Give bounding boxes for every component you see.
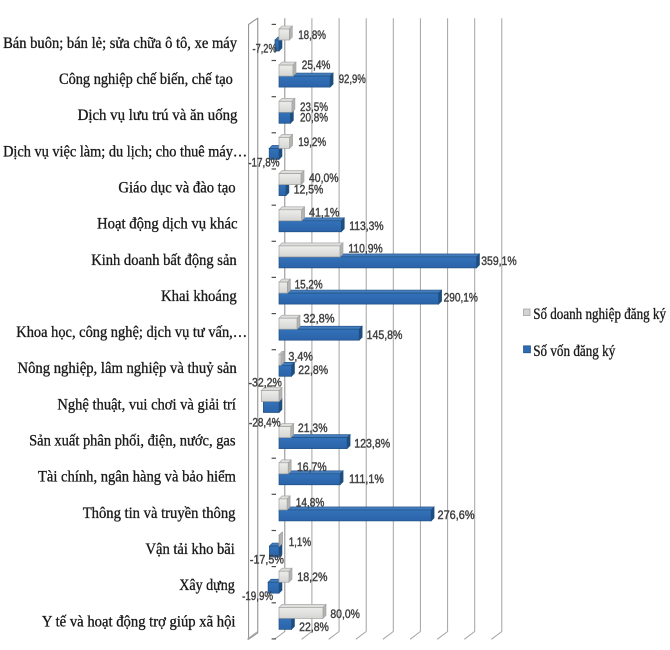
svg-text:23,5%: 23,5% [300,101,328,114]
svg-text:19,2%: 19,2% [298,136,326,149]
svg-text:12,5%: 12,5% [294,184,324,197]
svg-text:Nông nghiệp, lâm nghiệp và thu: Nông nghiệp, lâm nghiệp và thuỷ sản [18,358,237,377]
svg-text:Công nghiệp chế biến, chế tạo: Công nghiệp chế biến, chế tạo [59,69,233,88]
svg-text:16,7%: 16,7% [297,461,327,474]
svg-text:359,1%: 359,1% [481,255,517,268]
svg-text:Dịch vụ lưu trú và ăn uống: Dịch vụ lưu trú và ăn uống [78,105,238,124]
svg-text:-28,4%: -28,4% [249,417,281,430]
svg-text:276,6%: 276,6% [438,509,475,522]
svg-text:15,2%: 15,2% [295,278,323,291]
svg-text:Nghệ thuật, vui chơi và giải t: Nghệ thuật, vui chơi và giải trí [57,394,236,413]
svg-text:21,3%: 21,3% [298,422,328,435]
svg-text:Hoạt động dịch vụ khác: Hoạt động dịch vụ khác [97,214,238,233]
svg-text:Sản xuất phân phối, điện, nước: Sản xuất phân phối, điện, nước, gas [29,431,235,450]
svg-text:14,8%: 14,8% [296,496,325,509]
svg-text:20,8%: 20,8% [300,112,328,125]
svg-text:Y tế và hoạt động trợ giúp xã: Y tế và hoạt động trợ giúp xã hội [42,611,236,630]
svg-text:18,2%: 18,2% [297,571,327,584]
svg-text:Thông tin và truyền thông: Thông tin và truyền thông [83,503,236,522]
svg-text:290,1%: 290,1% [444,292,478,305]
svg-text:Số doanh nghiệp đăng ký: Số doanh nghiệp đăng ký [533,304,666,323]
svg-text:-17,8%: -17,8% [248,157,279,170]
svg-text:Tài chính, ngân hàng và bảo hi: Tài chính, ngân hàng và bảo hiểm [38,467,236,486]
svg-text:Dịch vụ việc làm; du lịch; cho: Dịch vụ việc làm; du lịch; cho thuê máy… [3,141,247,160]
svg-text:Khoa học, công nghệ; dịch vụ t: Khoa học, công nghệ; dịch vụ tư vấn,… [16,322,247,341]
svg-text:111,1%: 111,1% [349,473,384,486]
svg-text:145,8%: 145,8% [367,329,403,342]
svg-text:40,0%: 40,0% [309,172,339,185]
svg-text:22,8%: 22,8% [298,364,328,377]
svg-text:Số vốn đăng ký: Số vốn đăng ký [533,341,616,360]
svg-text:3,4%: 3,4% [288,351,313,364]
svg-text:41,1%: 41,1% [309,206,339,219]
svg-text:Giáo dục và đào tạo: Giáo dục và đào tạo [118,178,235,197]
svg-text:Bán buôn; bán lẻ; sửa chữa ô t: Bán buôn; bán lẻ; sửa chữa ô tô, xe máy [3,33,238,52]
svg-text:32,8%: 32,8% [303,313,334,326]
svg-text:110,9%: 110,9% [348,242,382,255]
svg-text:Vận tải kho bãi: Vận tải kho bãi [146,539,236,558]
svg-text:-17,5%: -17,5% [250,553,284,566]
svg-text:-19,9%: -19,9% [242,590,273,603]
svg-text:123,8%: 123,8% [354,437,390,450]
svg-text:18,8%: 18,8% [298,29,326,42]
svg-text:92,9%: 92,9% [339,73,366,86]
svg-text:22,8%: 22,8% [299,621,329,634]
svg-text:80,0%: 80,0% [330,608,360,621]
svg-text:-32,2%: -32,2% [249,377,282,390]
svg-text:1,1%: 1,1% [289,536,312,549]
svg-text:Kinh doanh bất động sản: Kinh doanh bất động sản [91,250,237,269]
svg-text:Xây dựng: Xây dựng [179,575,235,594]
svg-text:25,4%: 25,4% [302,59,331,72]
svg-text:Khai khoáng: Khai khoáng [161,286,237,305]
svg-text:113,3%: 113,3% [349,220,383,233]
svg-text:-7,2%: -7,2% [253,43,277,56]
